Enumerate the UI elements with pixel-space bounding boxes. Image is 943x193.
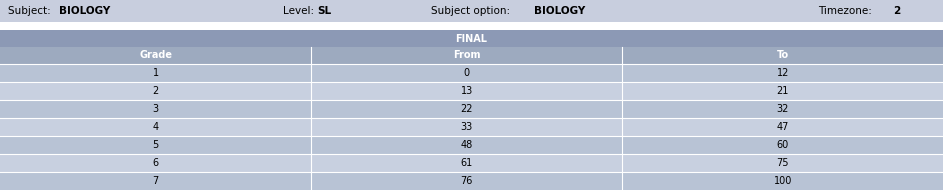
Bar (0, 64, 943, 82)
Text: 61: 61 (461, 158, 472, 168)
Text: BIOLOGY: BIOLOGY (534, 6, 585, 16)
Text: 48: 48 (461, 140, 472, 150)
Text: 32: 32 (776, 104, 789, 114)
Text: 4: 4 (153, 122, 158, 132)
Text: 22: 22 (460, 104, 473, 114)
Text: 21: 21 (776, 86, 789, 96)
Text: Level:: Level: (283, 6, 317, 16)
Bar (0, 47, 943, 64)
Text: SL: SL (317, 6, 331, 16)
Bar (0, 136, 943, 154)
Bar (0, 30, 943, 47)
Text: 5: 5 (153, 140, 158, 150)
Bar (0, 172, 943, 190)
Text: From: From (453, 51, 481, 60)
Text: 0: 0 (464, 68, 470, 78)
Text: 33: 33 (461, 122, 472, 132)
Text: 2: 2 (153, 86, 158, 96)
Text: 13: 13 (461, 86, 472, 96)
Text: 100: 100 (773, 176, 792, 186)
Text: 76: 76 (460, 176, 473, 186)
Text: 2: 2 (893, 6, 901, 16)
Text: 60: 60 (777, 140, 788, 150)
Text: BIOLOGY: BIOLOGY (59, 6, 110, 16)
Text: 7: 7 (153, 176, 158, 186)
Text: Grade: Grade (140, 51, 172, 60)
Bar (0, 118, 943, 136)
Text: 1: 1 (153, 68, 158, 78)
Bar (0, 154, 943, 172)
Text: To: To (777, 51, 788, 60)
Text: 3: 3 (153, 104, 158, 114)
Text: Subject option:: Subject option: (431, 6, 513, 16)
Text: 6: 6 (153, 158, 158, 168)
Bar (0, 82, 943, 100)
Text: FINAL: FINAL (455, 34, 488, 43)
Text: 75: 75 (776, 158, 789, 168)
Text: Subject:: Subject: (8, 6, 54, 16)
Text: Timezone:: Timezone: (819, 6, 876, 16)
Bar (0, 0, 943, 22)
Bar (0, 100, 943, 118)
Text: 47: 47 (776, 122, 789, 132)
Text: 12: 12 (776, 68, 789, 78)
